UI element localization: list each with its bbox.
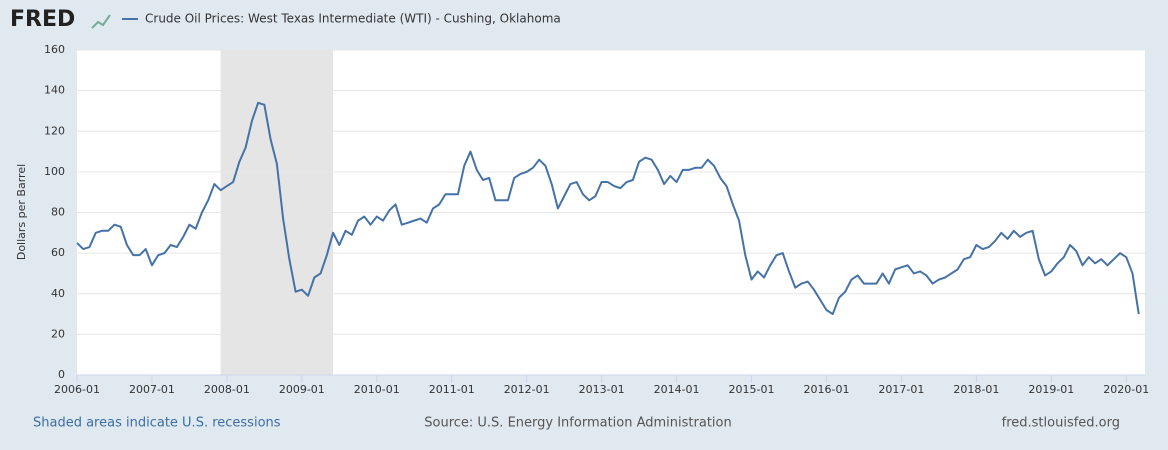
- y-tick-label: 120: [44, 124, 65, 137]
- y-tick-label: 20: [51, 327, 65, 340]
- site-link[interactable]: fred.stlouisfed.org: [1002, 416, 1120, 431]
- source: Source: U.S. Energy Information Administ…: [424, 416, 731, 431]
- recession-note[interactable]: Shaded areas indicate U.S. recessions: [33, 416, 281, 431]
- y-tick-label: 0: [58, 368, 65, 381]
- y-tick-label: 80: [51, 206, 65, 219]
- x-tick-label: 2008-01: [204, 383, 250, 396]
- x-tick-label: 2017-01: [878, 383, 924, 396]
- y-tick-label: 60: [51, 246, 65, 259]
- x-tick-label: 2018-01: [953, 383, 999, 396]
- x-tick-label: 2010-01: [354, 383, 400, 396]
- data-line: [76, 101, 1140, 316]
- y-tick-label: 160: [44, 43, 65, 56]
- x-tick-label: 2006-01: [54, 383, 100, 396]
- x-tick-label: 2014-01: [654, 383, 700, 396]
- y-axis-label: Dollars per Barrel: [15, 164, 28, 260]
- x-tick-label: 2013-01: [579, 383, 625, 396]
- y-tick-label: 40: [51, 287, 65, 300]
- legend-label: Crude Oil Prices: West Texas Intermediat…: [145, 12, 561, 26]
- x-tick-label: 2012-01: [504, 383, 550, 396]
- logo-icon: [91, 14, 111, 29]
- x-tick-label: 2009-01: [279, 383, 325, 396]
- x-tick-label: 2015-01: [729, 383, 775, 396]
- logo[interactable]: FRED: [10, 7, 75, 32]
- x-tick-label: 2011-01: [429, 383, 475, 396]
- y-tick-label: 100: [44, 165, 65, 178]
- x-tick-label: 2016-01: [803, 383, 849, 396]
- x-tick-label: 2020-01: [1103, 383, 1149, 396]
- x-tick-label: 2019-01: [1028, 383, 1074, 396]
- x-tick-label: 2007-01: [129, 383, 175, 396]
- y-tick-label: 140: [44, 84, 65, 97]
